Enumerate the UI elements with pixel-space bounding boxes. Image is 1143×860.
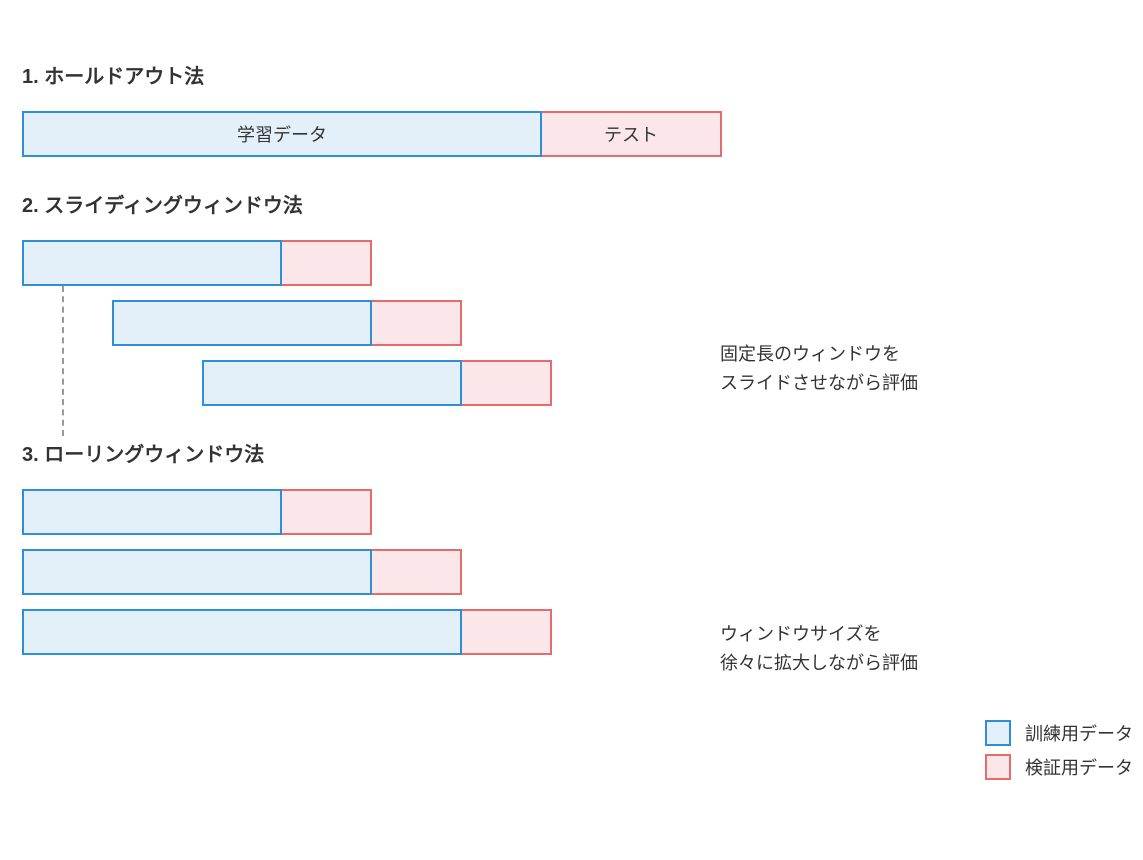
rolling-train-1 bbox=[22, 489, 282, 535]
rolling-note: ウィンドウサイズを 徐々に拡大しながら評価 bbox=[720, 620, 918, 678]
legend-train-label: 訓練用データ bbox=[1025, 720, 1133, 746]
rolling-row-3 bbox=[22, 609, 1121, 655]
sliding-note-line2: スライドさせながら評価 bbox=[720, 369, 918, 398]
sliding-train-3 bbox=[202, 360, 462, 406]
holdout-train-segment: 学習データ bbox=[22, 111, 542, 157]
rolling-note-line1: ウィンドウサイズを bbox=[720, 620, 918, 649]
sliding-note-line1: 固定長のウィンドウを bbox=[720, 340, 918, 369]
rolling-title: 3. ローリングウィンドウ法 bbox=[22, 438, 1121, 467]
sliding-row-1 bbox=[22, 240, 1121, 286]
holdout-test-segment: テスト bbox=[542, 111, 722, 157]
sliding-note: 固定長のウィンドウを スライドさせながら評価 bbox=[720, 340, 918, 398]
sliding-title: 2. スライディングウィンドウ法 bbox=[22, 189, 1121, 218]
legend-test-label: 検証用データ bbox=[1025, 754, 1133, 780]
holdout-bar-row: 学習データ テスト bbox=[22, 111, 1121, 157]
legend-test-row: 検証用データ bbox=[985, 754, 1133, 780]
sliding-test-1 bbox=[282, 240, 372, 286]
rolling-row-2 bbox=[22, 549, 1121, 595]
rolling-row-1 bbox=[22, 489, 1121, 535]
legend-train-row: 訓練用データ bbox=[985, 720, 1133, 746]
legend-test-swatch bbox=[985, 754, 1011, 780]
holdout-title: 1. ホールドアウト法 bbox=[22, 60, 1121, 89]
rolling-section: 3. ローリングウィンドウ法 bbox=[22, 438, 1121, 655]
rolling-train-2 bbox=[22, 549, 372, 595]
sliding-row-3 bbox=[22, 360, 1121, 406]
sliding-train-1 bbox=[22, 240, 282, 286]
sliding-row-2 bbox=[22, 300, 1121, 346]
sliding-section: 2. スライディングウィンドウ法 bbox=[22, 189, 1121, 406]
sliding-train-2 bbox=[112, 300, 372, 346]
rolling-test-1 bbox=[282, 489, 372, 535]
sliding-test-3 bbox=[462, 360, 552, 406]
rolling-train-3 bbox=[22, 609, 462, 655]
sliding-dash-line bbox=[62, 286, 64, 436]
rolling-test-3 bbox=[462, 609, 552, 655]
sliding-test-2 bbox=[372, 300, 462, 346]
rolling-note-line2: 徐々に拡大しながら評価 bbox=[720, 649, 918, 678]
rolling-test-2 bbox=[372, 549, 462, 595]
legend: 訓練用データ 検証用データ bbox=[985, 720, 1133, 788]
legend-train-swatch bbox=[985, 720, 1011, 746]
holdout-section: 1. ホールドアウト法 学習データ テスト bbox=[22, 60, 1121, 157]
